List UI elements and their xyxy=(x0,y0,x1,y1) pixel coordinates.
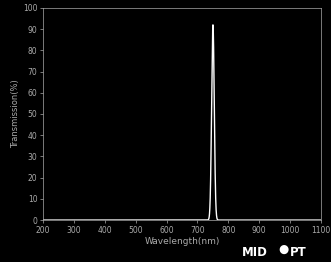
Text: PT: PT xyxy=(290,246,307,259)
Y-axis label: Transmission(%): Transmission(%) xyxy=(11,80,20,148)
Text: MID: MID xyxy=(242,246,267,259)
Text: ●: ● xyxy=(278,242,288,255)
X-axis label: Wavelength(nm): Wavelength(nm) xyxy=(144,237,220,247)
